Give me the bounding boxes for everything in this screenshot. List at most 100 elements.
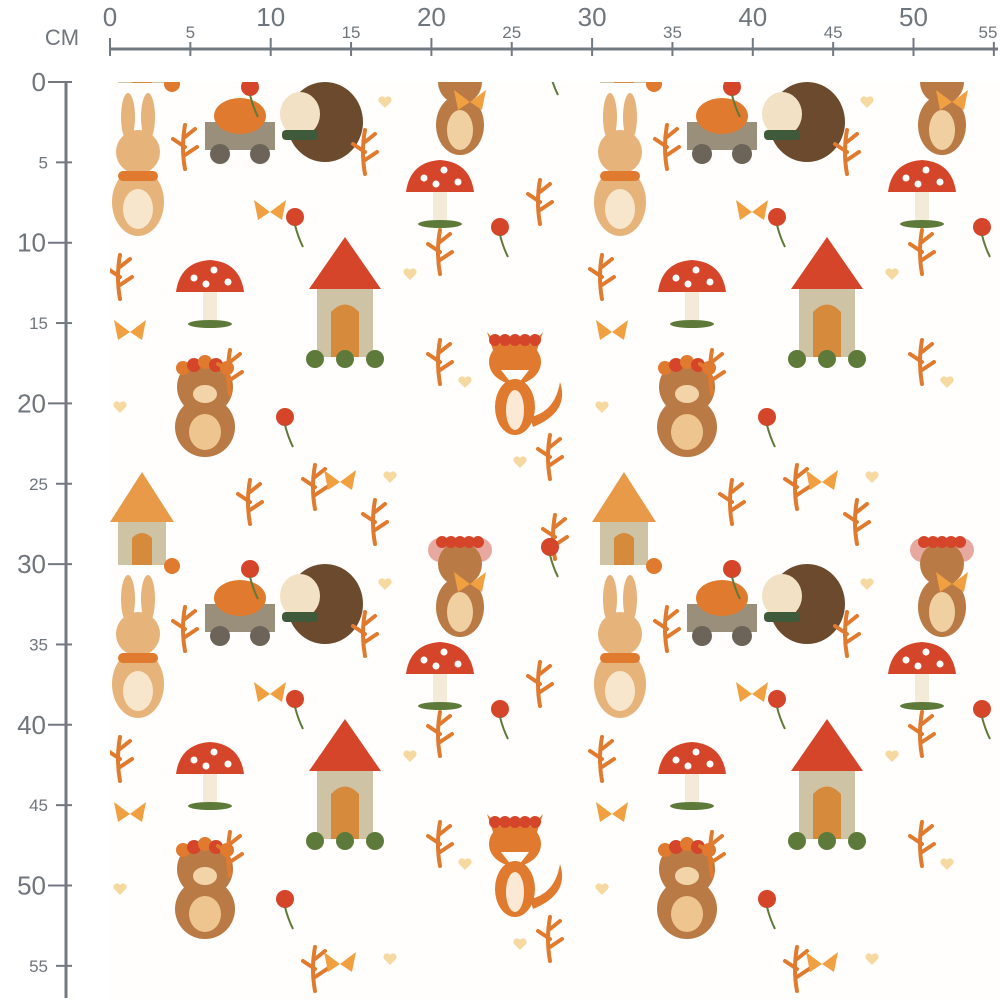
left-ruler: 0 5 10 15 20 25 30 35 40 45 50 55 <box>17 67 72 998</box>
heart-motif <box>383 953 397 965</box>
left-ruler-label: 5 <box>39 153 48 172</box>
top-ruler-label: 5 <box>186 23 195 42</box>
left-ruler-label: 50 <box>17 871 46 901</box>
flower-motif <box>973 218 991 258</box>
heart-motif <box>595 401 609 413</box>
top-ruler-label: 20 <box>417 2 446 32</box>
leaf-motif <box>908 820 936 868</box>
top-ruler-label: 50 <box>899 2 928 32</box>
heart-motif <box>458 376 472 388</box>
heart-motif <box>113 401 127 413</box>
bear-motif <box>175 837 235 939</box>
small-house-motif <box>600 82 662 92</box>
hedgehog-cart-motif <box>205 82 363 164</box>
heart-motif <box>513 938 527 950</box>
flower-motif <box>241 82 259 118</box>
butterfly-motif <box>936 90 968 110</box>
leaf-motif <box>216 830 244 878</box>
leaf-motif <box>698 348 726 396</box>
left-ruler-label: 15 <box>29 314 48 333</box>
butterfly-motif <box>454 572 486 592</box>
left-ruler-label: 35 <box>29 635 48 654</box>
leaf-motif <box>426 820 454 868</box>
heart-motif <box>383 471 397 483</box>
bear-motif <box>175 355 235 457</box>
heart-motif <box>595 883 609 895</box>
leaf-motif <box>698 830 726 878</box>
heart-motif <box>865 953 879 965</box>
bear-motif <box>657 837 717 939</box>
mouse-motif <box>428 536 492 637</box>
hedgehog-cart-motif <box>687 82 845 164</box>
small-house-motif <box>110 472 180 574</box>
leaf-motif <box>426 228 454 276</box>
flower-motif <box>768 690 786 730</box>
heart-motif <box>860 96 874 108</box>
leaf-motif <box>110 253 134 301</box>
flower-motif <box>723 560 741 600</box>
heart-motif <box>378 578 392 590</box>
bunny-motif <box>594 575 646 718</box>
flower-motif <box>973 700 991 740</box>
leaf-motif <box>526 660 554 708</box>
hedgehog-cart-motif <box>687 564 845 646</box>
left-ruler-label: 0 <box>32 67 46 97</box>
leaf-motif <box>783 945 811 993</box>
hedgehog-cart-motif <box>205 564 363 646</box>
top-ruler-label: 30 <box>578 2 607 32</box>
heart-motif <box>513 456 527 468</box>
butterfly-motif <box>936 572 968 592</box>
butterfly-motif <box>736 200 768 220</box>
leaf-motif <box>536 433 564 481</box>
leaf-motif <box>653 605 681 653</box>
flower-motif <box>286 690 304 730</box>
flower-motif <box>768 208 786 248</box>
flower-motif <box>276 408 294 448</box>
butterfly-motif <box>114 802 146 822</box>
butterfly-motif <box>114 320 146 340</box>
left-ruler-label: 55 <box>29 957 48 976</box>
unit-label: CM <box>45 25 79 50</box>
heart-motif <box>403 268 417 280</box>
top-ruler-label: 55 <box>979 23 998 42</box>
mushroom-motif <box>406 642 474 710</box>
left-ruler-label: 10 <box>17 228 46 258</box>
leaf-motif <box>171 605 199 653</box>
leaf-motif <box>301 463 329 511</box>
mushroom-motif <box>888 642 956 710</box>
butterfly-motif <box>806 952 838 972</box>
flower-motif <box>241 560 259 600</box>
leaf-motif <box>216 348 244 396</box>
top-ruler-label: 15 <box>342 23 361 42</box>
top-ruler: 0 5 10 15 20 25 30 35 40 45 50 55 <box>103 2 998 56</box>
mushroom-motif <box>406 160 474 228</box>
left-ruler-label: 30 <box>17 549 46 579</box>
leaf-motif <box>110 735 134 783</box>
leaf-motif <box>843 498 871 546</box>
bunny-motif <box>594 93 646 236</box>
leaf-motif <box>301 945 329 993</box>
leaf-motif <box>588 253 616 301</box>
top-ruler-label: 45 <box>824 23 843 42</box>
heart-motif <box>113 883 127 895</box>
bunny-motif <box>112 575 164 718</box>
leaf-motif <box>833 610 861 658</box>
left-ruler-label: 40 <box>17 710 46 740</box>
butterfly-motif <box>454 90 486 110</box>
leaf-motif <box>171 123 199 171</box>
mushroom-motif <box>176 742 244 810</box>
butterfly-motif <box>254 682 286 702</box>
flower-motif <box>491 218 509 258</box>
leaf-motif <box>526 178 554 226</box>
mushroom-motif <box>658 742 726 810</box>
mouse-motif <box>436 82 484 155</box>
small-house-motif <box>118 82 180 92</box>
mouse-motif <box>910 536 974 637</box>
flower-motif <box>286 208 304 248</box>
flower-motif <box>541 538 559 578</box>
flower-motif <box>758 890 776 930</box>
top-ruler-label: 10 <box>256 2 285 32</box>
fabric-pattern <box>110 82 991 993</box>
leaf-motif <box>541 513 569 561</box>
fabric-print <box>110 82 1000 1000</box>
